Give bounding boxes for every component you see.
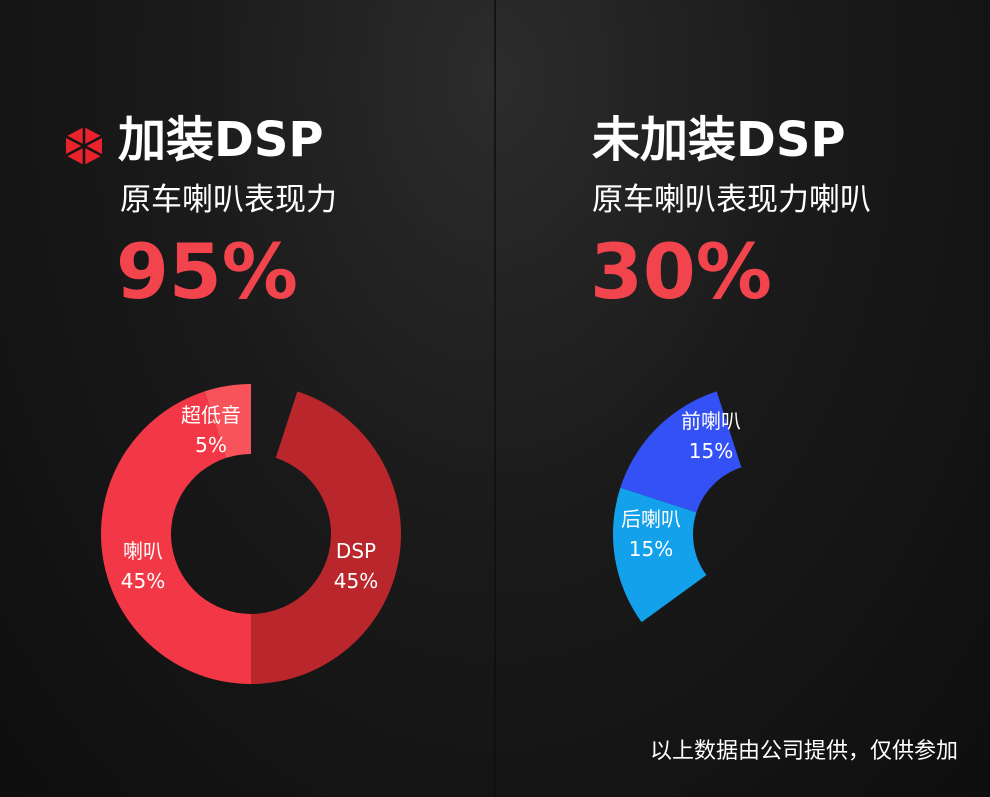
red-asterisk-icon bbox=[65, 127, 103, 165]
panel-divider bbox=[494, 0, 496, 797]
segment-value-label: 45% bbox=[334, 569, 378, 593]
subtitle-without-dsp: 原车喇叭表现力喇叭 bbox=[592, 182, 871, 218]
percent-without-dsp: 30% bbox=[590, 227, 772, 316]
donut-segment-DSP bbox=[251, 391, 401, 684]
segment-name-label: 前喇叭 bbox=[681, 409, 741, 433]
segment-name-label: DSP bbox=[336, 539, 376, 563]
segment-value-label: 45% bbox=[121, 569, 165, 593]
donut-segment-前喇叭 bbox=[620, 391, 742, 513]
segment-name-label: 超低音 bbox=[181, 403, 241, 427]
title-without-dsp: 未加装DSP bbox=[592, 112, 846, 168]
donut-segment-超低音 bbox=[204, 384, 251, 458]
donut-segment-后喇叭 bbox=[613, 487, 707, 623]
segment-name-label: 后喇叭 bbox=[621, 507, 681, 531]
donut-segment-喇叭 bbox=[101, 391, 251, 684]
percent-with-dsp: 95% bbox=[116, 227, 298, 316]
subtitle-with-dsp: 原车喇叭表现力 bbox=[120, 182, 337, 218]
segment-name-label: 喇叭 bbox=[123, 539, 163, 563]
panel-without-dsp: 未加装DSP 原车喇叭表现力喇叭 30% 后喇叭 15% 前喇叭 15% 以上数据由公… bbox=[496, 0, 990, 797]
segment-value-label: 15% bbox=[629, 537, 673, 561]
donut-chart-without-dsp: 后喇叭 15% 前喇叭 15% bbox=[613, 391, 742, 623]
footnote: 以上数据由公司提供，仅供参加 bbox=[649, 739, 958, 764]
panel-with-dsp: 加装DSP 原车喇叭表现力 95% DSP 45% 喇叭 45% 超低音 5% bbox=[0, 0, 494, 797]
donut-chart-with-dsp: DSP 45% 喇叭 45% 超低音 5% bbox=[101, 384, 401, 684]
segment-value-label: 15% bbox=[689, 439, 733, 463]
title-with-dsp: 加装DSP bbox=[118, 112, 324, 168]
segment-value-label: 5% bbox=[195, 433, 227, 457]
